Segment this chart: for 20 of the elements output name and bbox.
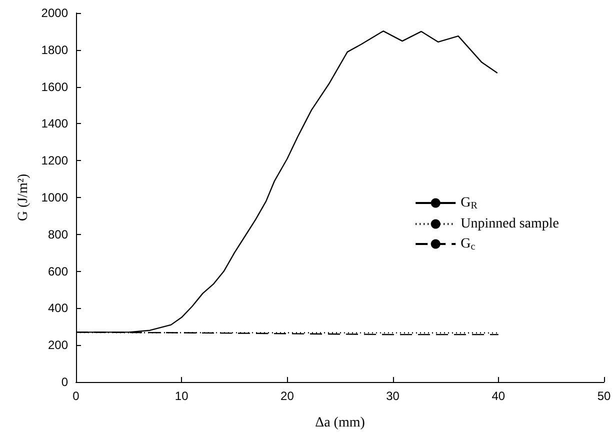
- x-tick-label: 50: [597, 389, 611, 403]
- y-tick-label: 1200: [41, 154, 68, 168]
- x-axis-title: Δa (mm): [315, 416, 366, 430]
- y-tick-label: 0: [61, 375, 68, 389]
- x-tick-label: 10: [174, 389, 189, 403]
- x-tick-label: 0: [72, 389, 80, 403]
- y-tick-label: 1400: [41, 116, 68, 131]
- y-tick-label: 1800: [41, 42, 68, 57]
- y-tick-label: 1000: [41, 190, 68, 204]
- y-tick-label: 600: [48, 264, 68, 278]
- y-tick-label: 800: [48, 227, 68, 242]
- y-tick-label: 400: [48, 301, 68, 316]
- x-tick-label: 20: [280, 389, 294, 403]
- x-tick-label: 30: [386, 389, 400, 403]
- y-tick-label: 2000: [41, 6, 68, 20]
- y-tick-label: 1600: [41, 80, 68, 94]
- y-tick-label: 200: [48, 338, 68, 352]
- legend-label: Unpinned sample: [460, 216, 560, 232]
- x-tick-label: 40: [492, 389, 506, 403]
- y-axis-title: G (J/m²): [16, 173, 31, 222]
